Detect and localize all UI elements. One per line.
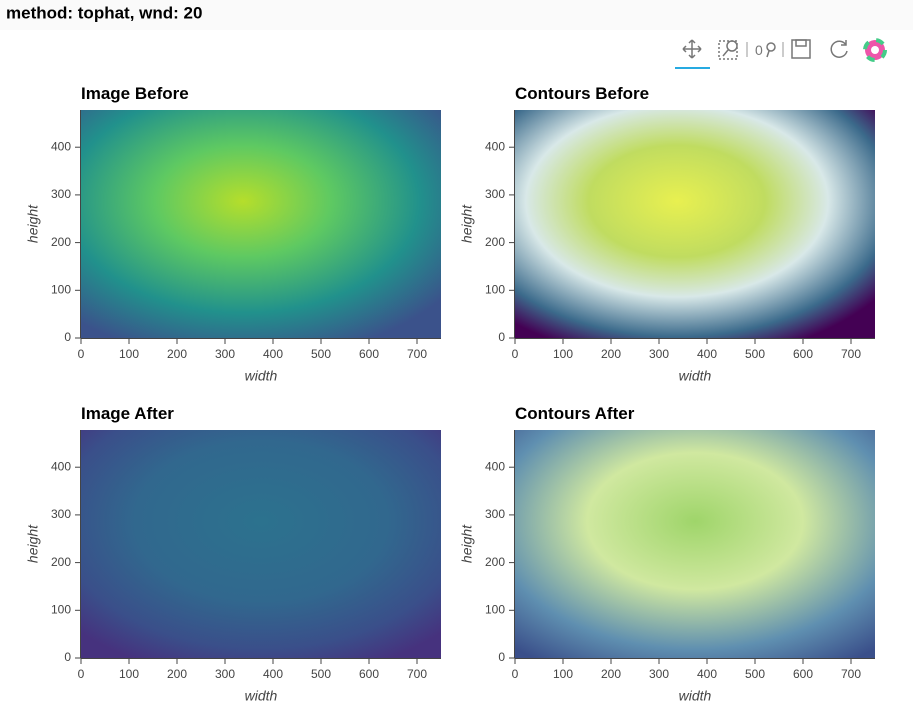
x-tick-label: 700: [841, 347, 861, 361]
zoom-tool[interactable]: [718, 40, 738, 60]
plot-title: Image After: [81, 404, 174, 423]
y-tick-label: 100: [485, 282, 505, 296]
x-tick-label: 100: [553, 667, 573, 681]
y-tick-label: 300: [485, 187, 505, 201]
x-tick-label: 0: [512, 667, 519, 681]
x-tick-label: 0: [78, 667, 85, 681]
image: [81, 430, 441, 658]
x-tick-label: 0: [78, 347, 85, 361]
y-tick-label: 400: [485, 459, 505, 473]
x-tick-label: 500: [745, 667, 765, 681]
x-tick-label: 400: [263, 667, 283, 681]
wheel-zoom-tool[interactable]: 0: [755, 42, 776, 58]
y-axis-label: height: [25, 204, 41, 243]
image: [515, 430, 875, 658]
x-tick-label: 300: [649, 347, 669, 361]
x-tick-label: 400: [697, 347, 717, 361]
y-tick-label: 200: [485, 555, 505, 569]
y-tick-label: 100: [485, 602, 505, 616]
toolbar: 0: [675, 38, 887, 69]
x-axis-label: width: [245, 368, 278, 384]
x-axis-label: width: [679, 688, 712, 704]
x-tick-label: 500: [745, 347, 765, 361]
x-tick-label: 100: [553, 347, 573, 361]
x-tick-label: 700: [407, 667, 427, 681]
y-axis-label: height: [459, 524, 475, 563]
y-tick-label: 300: [485, 507, 505, 521]
x-axis-label: width: [679, 368, 712, 384]
y-tick-label: 200: [51, 555, 71, 569]
plot-title: Contours After: [515, 404, 635, 423]
x-tick-label: 300: [215, 667, 235, 681]
x-tick-label: 200: [167, 667, 187, 681]
header-bar: [0, 0, 913, 30]
x-tick-label: 500: [311, 347, 331, 361]
plot-title: Contours Before: [515, 84, 649, 103]
y-tick-label: 0: [498, 330, 505, 344]
x-tick-label: 600: [359, 347, 379, 361]
image: [515, 110, 875, 338]
y-tick-label: 200: [485, 235, 505, 249]
x-tick-label: 400: [263, 347, 283, 361]
x-tick-label: 600: [793, 667, 813, 681]
y-tick-label: 400: [51, 139, 71, 153]
x-tick-label: 100: [119, 667, 139, 681]
x-tick-label: 300: [649, 667, 669, 681]
y-tick-label: 400: [51, 459, 71, 473]
x-tick-label: 300: [215, 347, 235, 361]
image: [81, 110, 441, 338]
pan-tool[interactable]: [682, 39, 702, 59]
x-tick-label: 200: [601, 347, 621, 361]
y-tick-label: 200: [51, 235, 71, 249]
x-tick-label: 200: [601, 667, 621, 681]
y-axis-label: height: [459, 204, 475, 243]
x-tick-label: 0: [512, 347, 519, 361]
x-tick-label: 500: [311, 667, 331, 681]
y-tick-label: 0: [498, 650, 505, 664]
y-tick-label: 0: [64, 650, 71, 664]
logo[interactable]: [863, 38, 887, 62]
page-title: method: tophat, wnd: 20: [6, 3, 202, 22]
x-tick-label: 100: [119, 347, 139, 361]
x-tick-label: 200: [167, 347, 187, 361]
y-tick-label: 400: [485, 139, 505, 153]
save-tool[interactable]: [791, 39, 811, 59]
y-tick-label: 300: [51, 507, 71, 521]
y-tick-label: 0: [64, 330, 71, 344]
x-tick-label: 600: [359, 667, 379, 681]
y-tick-label: 100: [51, 602, 71, 616]
y-axis-label: height: [25, 524, 41, 563]
x-tick-label: 700: [841, 667, 861, 681]
x-axis-label: width: [245, 688, 278, 704]
x-tick-label: 400: [697, 667, 717, 681]
y-tick-label: 300: [51, 187, 71, 201]
x-tick-label: 700: [407, 347, 427, 361]
x-tick-label: 600: [793, 347, 813, 361]
reset-tool[interactable]: [830, 40, 848, 58]
y-tick-label: 100: [51, 282, 71, 296]
svg-text:0: 0: [755, 42, 763, 58]
plot-title: Image Before: [81, 84, 189, 103]
